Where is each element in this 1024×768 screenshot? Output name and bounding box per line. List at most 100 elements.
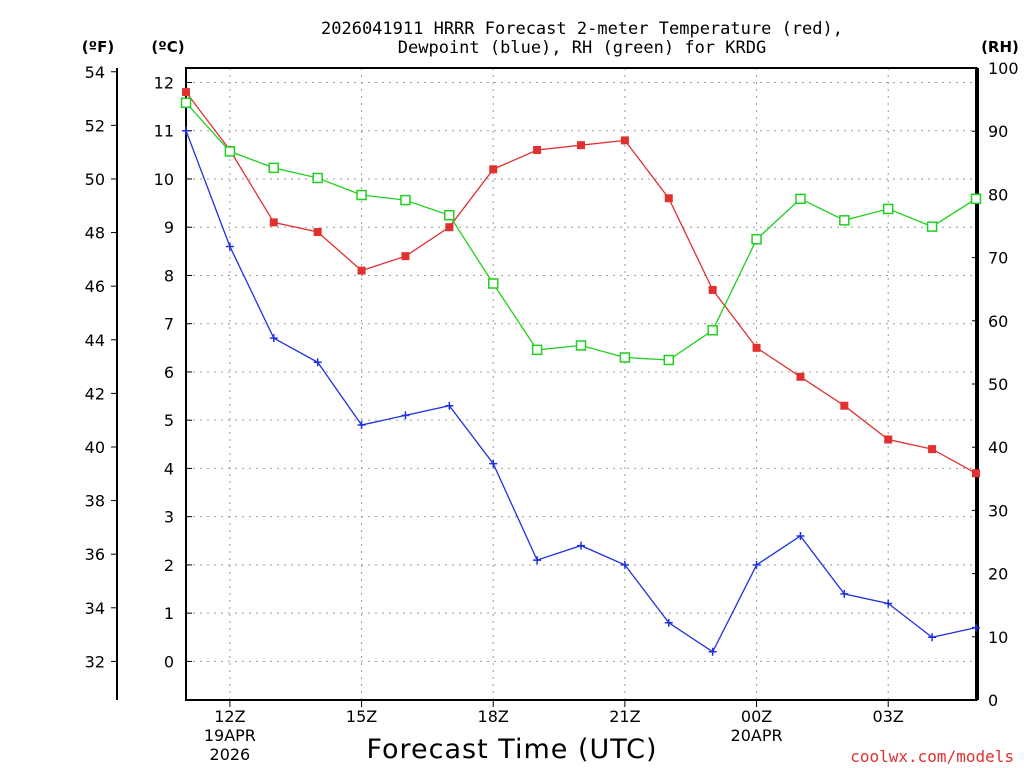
temperature-point	[577, 141, 585, 150]
x-tick-label: 21Z	[609, 707, 640, 726]
fahrenheit-tick-label: 34	[85, 599, 105, 618]
dewpoint-point	[269, 334, 278, 343]
rh-tick-label: 20	[988, 565, 1008, 584]
temperature-point	[269, 218, 278, 227]
temperature-point	[313, 228, 322, 237]
x-tick-label: 18Z	[478, 707, 509, 726]
celsius-tick-label: 5	[164, 411, 174, 430]
celsius-tick-label: 0	[164, 652, 174, 671]
celsius-tick-label: 7	[164, 315, 174, 334]
temperature-point	[884, 435, 893, 444]
gridlines	[186, 68, 976, 700]
chart-title-line-1: 2026041911 HRRR Forecast 2-meter Tempera…	[321, 19, 843, 39]
dewpoint-point	[928, 633, 937, 642]
rh-point	[707, 325, 718, 336]
rh-tick-label: 70	[988, 249, 1008, 268]
dewpoint-point	[840, 589, 849, 598]
dewpoint-point	[752, 560, 761, 569]
fahrenheit-tick-label: 54	[85, 63, 105, 82]
dewpoint-point	[664, 618, 673, 627]
fahrenheit-unit-label: (ºF)	[82, 38, 114, 56]
celsius-tick-label: 11	[154, 122, 174, 141]
chart-title-line-2: Dewpoint (blue), RH (green) for KRDG	[398, 38, 766, 58]
celsius-tick-label: 4	[164, 459, 174, 478]
rh-point	[312, 172, 323, 184]
rh-tick-label: 40	[988, 438, 1008, 457]
rh-tick-label: 0	[988, 691, 998, 710]
fahrenheit-tick-label: 44	[85, 331, 105, 350]
rh-point	[751, 234, 762, 245]
fahrenheit-tick-label: 32	[85, 652, 105, 671]
rh-point	[882, 203, 894, 215]
dewpoint-line	[185, 130, 977, 653]
temperature-point	[752, 343, 761, 352]
rh-tick-label: 50	[988, 375, 1008, 394]
rh-point	[795, 193, 806, 205]
fahrenheit-tick-label: 52	[85, 116, 105, 135]
fahrenheit-tick-label: 36	[85, 545, 105, 564]
x-tick-label: 03Z	[873, 707, 904, 726]
fahrenheit-tick-label: 50	[85, 170, 105, 189]
rh-point	[575, 340, 587, 351]
x-tick-label: 15Z	[346, 707, 377, 726]
rh-unit-label: (RH)	[981, 38, 1019, 56]
dewpoint-point	[357, 421, 366, 430]
axes: 0123456789101112323436384042444648505254…	[85, 59, 1019, 764]
dewpoint-point	[972, 623, 980, 632]
rh-point	[268, 162, 280, 174]
x-tick-label: 20APR	[731, 726, 783, 745]
dewpoint-point	[401, 411, 410, 420]
rh-point	[531, 344, 543, 356]
rh-point	[839, 215, 850, 226]
temperature-point	[357, 266, 366, 275]
temperature-point	[708, 285, 717, 294]
temperature-point	[489, 165, 498, 174]
rh-tick-label: 90	[988, 122, 1008, 141]
rh-point	[663, 354, 675, 366]
plot-frame	[185, 67, 977, 701]
dewpoint-point	[533, 556, 542, 565]
temperature-point	[796, 372, 805, 381]
rh-point	[400, 194, 411, 206]
celsius-tick-label: 3	[164, 508, 174, 527]
temperature-point	[401, 252, 410, 261]
celsius-tick-label: 8	[164, 266, 174, 285]
rh-tick-label: 100	[988, 59, 1019, 78]
x-tick-label: 12Z	[214, 707, 245, 726]
fahrenheit-tick-label: 38	[85, 492, 105, 511]
rh-point	[487, 278, 499, 289]
temperature-point	[928, 445, 937, 454]
temperature-point	[840, 401, 849, 410]
temperature-point	[972, 469, 980, 478]
temperature-point	[533, 146, 542, 155]
temperature-point	[664, 194, 673, 203]
rh-point	[619, 352, 631, 363]
temperature-point	[182, 88, 190, 97]
dewpoint-point	[884, 599, 893, 608]
temperature-line	[185, 91, 977, 474]
rh-tick-label: 80	[988, 185, 1008, 204]
celsius-tick-label: 12	[154, 73, 174, 92]
celsius-tick-label: 10	[154, 170, 174, 189]
celsius-tick-label: 2	[164, 556, 174, 575]
dewpoint-point	[445, 401, 454, 410]
fahrenheit-tick-label: 46	[85, 277, 105, 296]
rh-point	[356, 189, 367, 201]
x-axis-label: Forecast Time (UTC)	[366, 734, 657, 765]
dewpoint-point	[225, 242, 234, 251]
rh-point	[970, 193, 982, 205]
dewpoint-point	[620, 560, 629, 569]
rh-point	[224, 146, 236, 157]
x-tick-label: 00Z	[741, 707, 772, 726]
rh-tick-label: 30	[988, 501, 1008, 520]
rh-point	[926, 221, 938, 232]
celsius-unit-label: (ºC)	[151, 38, 184, 56]
fahrenheit-tick-label: 42	[85, 384, 105, 403]
rh-point	[444, 210, 455, 221]
x-tick-label: 19APR	[204, 726, 256, 745]
x-tick-label: 2026	[210, 745, 251, 764]
rh-point	[180, 97, 192, 109]
series	[180, 88, 982, 656]
temperature-point	[620, 136, 629, 145]
